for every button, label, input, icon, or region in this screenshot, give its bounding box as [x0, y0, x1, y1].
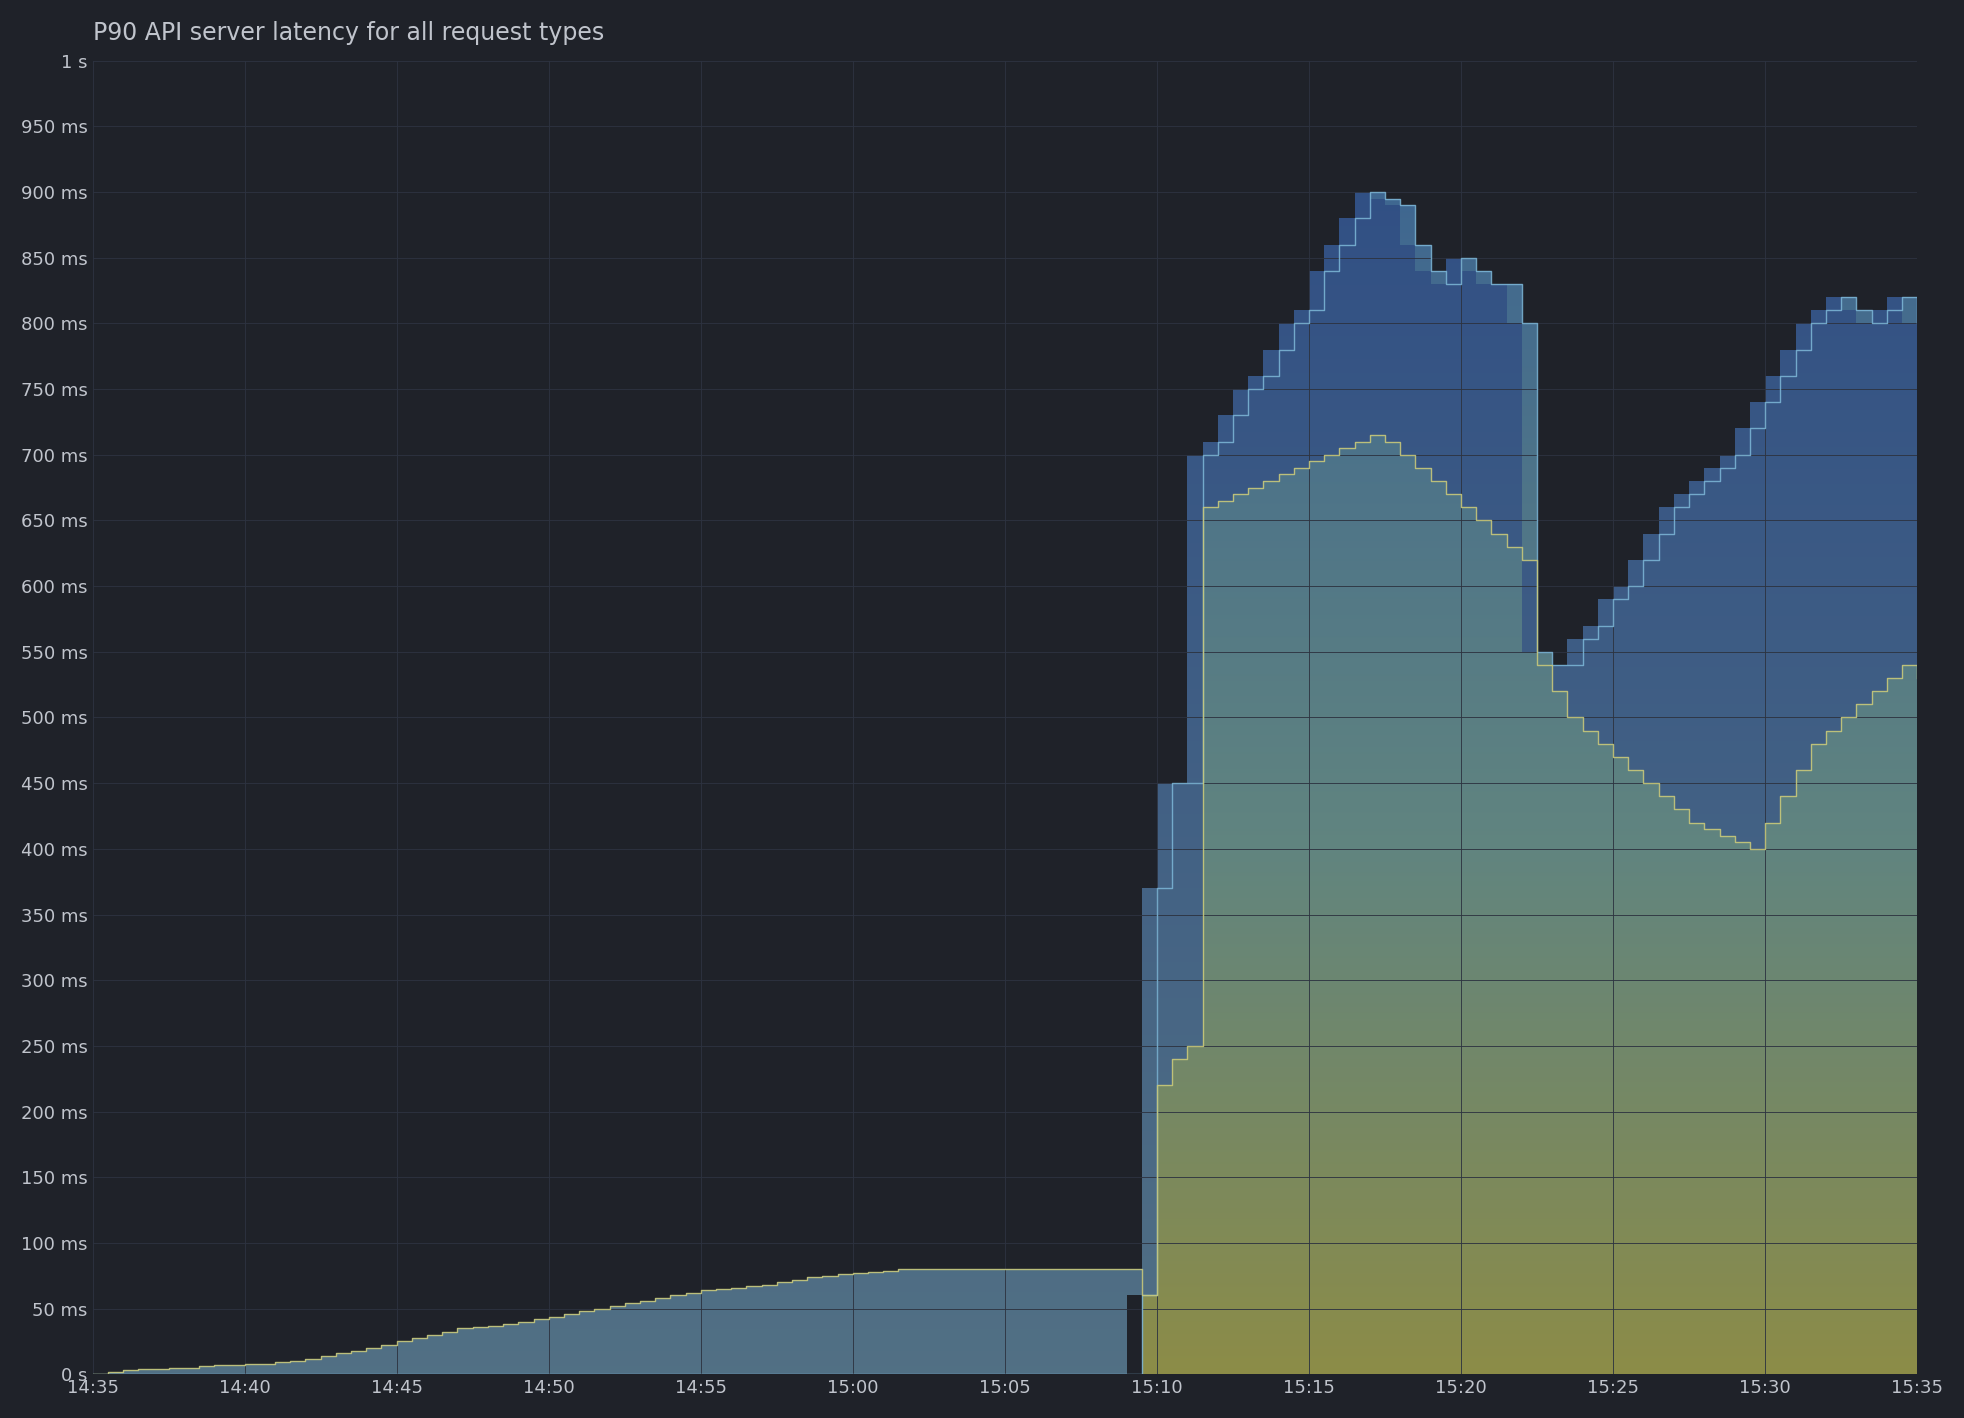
Text: P90 API server latency for all request types: P90 API server latency for all request t… [92, 21, 603, 45]
